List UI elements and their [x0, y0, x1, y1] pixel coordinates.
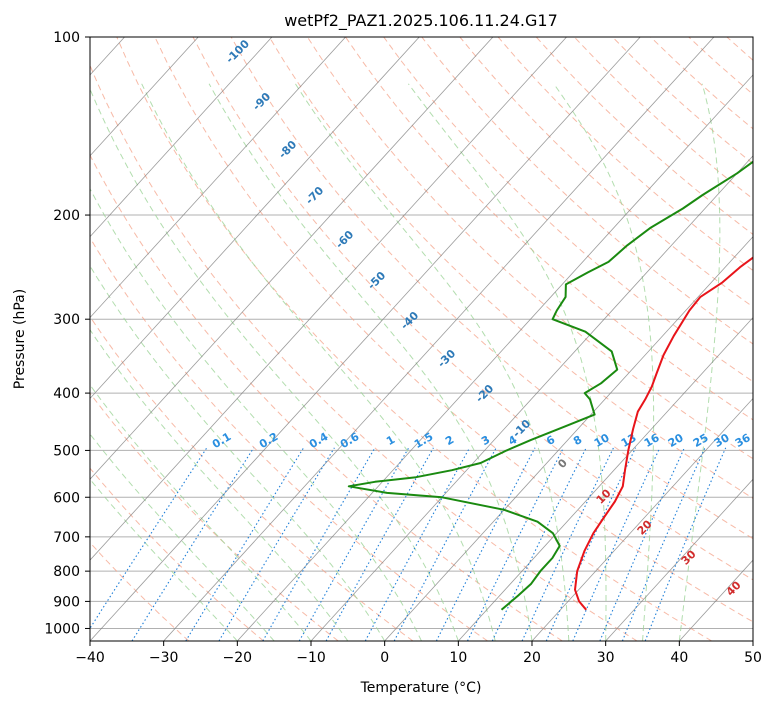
isotherm — [605, 478, 753, 641]
isotherm — [531, 397, 753, 641]
dry-adiabat — [90, 153, 563, 641]
background-lines — [0, 24, 753, 641]
y-tick-label: 900 — [53, 594, 80, 610]
moist-adiabat — [407, 83, 607, 641]
y-tick-label: 100 — [53, 30, 80, 46]
x-tick-label: 30 — [597, 650, 615, 666]
moist-adiabat — [90, 478, 238, 641]
isotherm — [384, 236, 753, 641]
isotherm — [90, 37, 347, 319]
mixing-ratio-line — [393, 447, 497, 641]
moist-adiabat — [90, 433, 275, 641]
isotherm — [90, 37, 641, 641]
mixing-ratio-line — [621, 447, 706, 641]
dry-adiabat — [268, 37, 753, 499]
dry-adiabat — [192, 37, 753, 581]
x-tick-label: 0 — [380, 650, 389, 666]
y-tick-label: 400 — [53, 386, 80, 402]
dry-adiabat — [306, 37, 753, 460]
moist-adiabat — [90, 384, 312, 641]
chart-title: wetPf2_PAZ1.2025.106.11.24.G17 — [284, 11, 558, 31]
isotherm — [752, 640, 753, 641]
dewpoint-line — [347, 160, 753, 611]
moist-adiabat — [90, 187, 422, 641]
y-axis: 100 200 300 400 500 600 700 800 900 1000 — [44, 30, 90, 637]
dry-adiabat — [154, 37, 753, 623]
isotherm — [163, 37, 715, 641]
mixing-ratio-line — [435, 447, 536, 641]
y-tick-label: 300 — [53, 312, 80, 328]
y-tick-label: 1000 — [44, 621, 80, 637]
mixing-ratio-line — [185, 447, 305, 641]
isotherm — [90, 37, 494, 480]
x-tick-label: −40 — [75, 650, 105, 666]
moist-adiabat — [90, 328, 349, 641]
x-tick-label: 20 — [523, 650, 541, 666]
y-tick-label: 700 — [53, 530, 80, 546]
isotherm — [90, 37, 199, 157]
mixing-ratio-line — [90, 447, 208, 630]
moist-adiabat — [678, 83, 721, 641]
y-tick-label: 600 — [53, 490, 80, 506]
mixing-ratio-line — [262, 447, 376, 641]
isotherm — [458, 316, 753, 641]
dry-adiabat — [345, 37, 753, 421]
x-axis-title: Temperature (°C) — [360, 680, 482, 696]
moist-adiabat — [553, 83, 655, 641]
mixing-ratio-line — [521, 447, 614, 641]
dry-adiabat — [459, 37, 753, 308]
isotherm — [90, 37, 420, 400]
y-tick-label: 800 — [53, 564, 80, 580]
isotherm — [0, 24, 63, 641]
mixing-ratio-line — [131, 447, 255, 641]
dry-adiabat — [90, 236, 488, 641]
mixing-ratio-line — [364, 447, 471, 641]
mixing-ratio-line — [545, 447, 637, 641]
plot-frame — [89, 36, 754, 642]
moist-adiabat — [141, 83, 496, 641]
x-tick-label: −20 — [223, 650, 253, 666]
x-tick-label: 40 — [670, 650, 688, 666]
dry-adiabat — [90, 467, 264, 641]
dry-adiabat — [230, 37, 753, 540]
x-tick-label: 10 — [449, 650, 467, 666]
x-tick-label: 50 — [744, 650, 762, 666]
moist-adiabat — [294, 83, 570, 641]
x-axis: −40 −30 −20 −10 0 10 20 30 40 50 — [75, 641, 762, 666]
mixing-ratio-line — [644, 447, 727, 641]
isotherm — [237, 74, 753, 641]
sounding-profiles — [347, 160, 753, 611]
moist-adiabat — [90, 265, 386, 641]
x-tick-label: −30 — [149, 650, 179, 666]
isotherm — [310, 155, 753, 641]
y-axis-title: Pressure (hPa) — [12, 289, 28, 389]
dry-adiabat — [90, 541, 190, 641]
temperature-line — [574, 256, 753, 611]
y-tick-label: 200 — [53, 208, 80, 224]
isotherm — [90, 37, 273, 238]
dry-adiabat — [90, 392, 339, 641]
x-tick-label: −10 — [296, 650, 326, 666]
y-tick-label: 500 — [53, 443, 80, 459]
moist-adiabat — [208, 83, 533, 641]
isotherm — [90, 37, 568, 561]
